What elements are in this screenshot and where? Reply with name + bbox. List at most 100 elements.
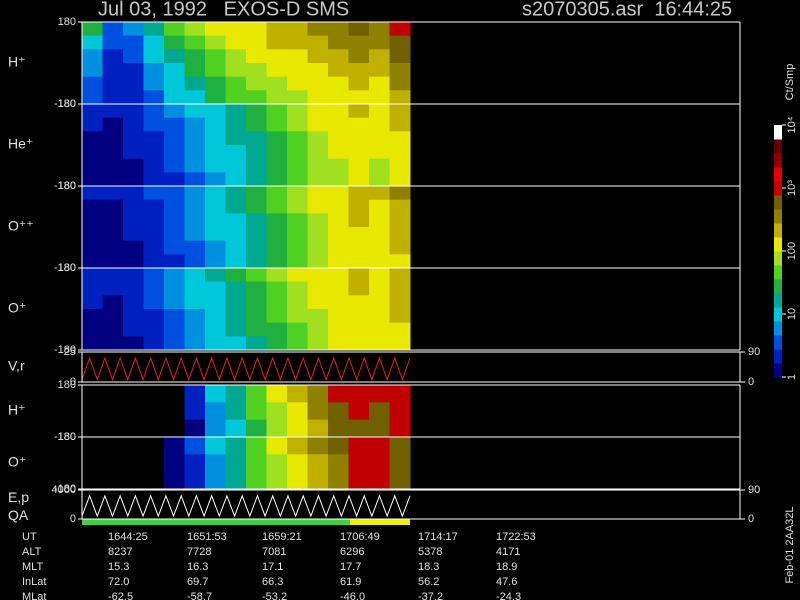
heatmap-cell [205,254,226,269]
heatmap-cell [348,35,370,50]
heatmap-cell [164,281,185,296]
heatmap-cell [164,186,185,201]
heatmap-cell [266,385,288,403]
heatmap-cell [184,240,206,255]
heatmap-cell [348,322,370,337]
heatmap-cell [246,385,267,403]
heatmap-cell [369,336,390,351]
heatmap-cell [389,145,411,160]
panel-sublabel: QA [8,507,29,523]
heatmap-cell [123,322,144,337]
heatmap-cell [143,309,165,324]
heatmap-cell [82,199,103,214]
heatmap-cell [164,322,185,337]
heatmap-cell [225,419,247,438]
heatmap-cell [123,117,144,132]
heatmap-cell [328,240,349,255]
colorbar-tick-label: 10³ [786,180,798,196]
table-cell: -37.2 [418,591,443,600]
heatmap-cell [82,63,103,78]
heatmap-cell [82,131,103,146]
heatmap-cell [102,131,124,146]
heatmap-cell [348,76,370,91]
heatmap-cell [328,49,349,64]
table-cell: 7728 [187,546,211,558]
heatmap-cell [287,186,308,201]
heatmap-cell [369,213,390,228]
heatmap-cell [389,336,411,351]
heatmap-cell [348,186,370,201]
heatmap-cell [184,131,206,146]
heatmap-cell [184,90,206,105]
heatmap-cell [389,309,411,324]
heatmap-cell [246,322,267,337]
heatmap-cell [328,322,349,337]
y-tick-label: -180 [54,262,76,274]
heatmap-cell [184,172,206,187]
heatmap-cell [287,268,308,283]
heatmap-cell [369,419,390,438]
heatmap-cell [123,49,144,64]
heatmap-cell [164,227,185,242]
heatmap-cell [369,104,390,119]
heatmap-cell [348,90,370,105]
data-line [81,356,411,382]
heatmap-cell [82,158,103,173]
heatmap-cell [287,90,308,105]
colorbar-tick-label: 100 [786,242,798,260]
chart-subtitle: s2070305.asr 16:44:25 [522,0,732,20]
table-cell: 8237 [108,546,132,558]
heatmap-cell [82,268,103,283]
heatmap-cell [164,172,185,187]
y-tick-label: 180 [58,180,76,192]
heatmap-cell [266,240,288,255]
heatmap-cell [205,240,226,255]
heatmap-cell [328,90,349,105]
heatmap-cell [307,49,329,64]
heatmap-cell [266,117,288,132]
heatmap-cell [287,76,308,91]
heatmap-cell [287,22,308,37]
table-cell: 61.9 [340,576,361,588]
heatmap-cell [102,281,124,296]
heatmap-cell [266,419,288,438]
heatmap-cell [287,35,308,50]
heatmap-cell [143,227,165,242]
heatmap-cell [123,309,144,324]
heatmap-cell [225,35,247,50]
heatmap-cell [389,199,411,214]
heatmap-cell [102,268,124,283]
heatmap-cell [266,295,288,310]
heatmap-cell [205,199,226,214]
heatmap-cell [348,49,370,64]
heatmap-cell [307,35,329,50]
y-tick-label: 180 [58,431,76,443]
table-cell: -46.0 [340,591,365,600]
heatmap-cell [205,227,226,242]
heatmap-cell [389,131,411,146]
heatmap-cell [184,104,206,119]
heatmap-cell [266,49,288,64]
heatmap-cell [348,240,370,255]
heatmap-cell [287,295,308,310]
heatmap-cell [82,117,103,132]
heatmap-cell [102,90,124,105]
heatmap-cell [184,117,206,132]
heatmap-cell [348,437,370,455]
heatmap-cell [246,295,267,310]
heatmap-cell [205,268,226,283]
heatmap-cell [328,309,349,324]
heatmap-cell [389,49,411,64]
heatmap-cell [184,158,206,173]
heatmap-cell [143,104,165,119]
heatmap-cell [82,240,103,255]
table-cell: 5378 [418,546,442,558]
heatmap-cell [369,22,390,37]
qa-bar [82,519,350,525]
heatmap-cell [225,22,247,37]
heatmap-cell [287,158,308,173]
heatmap-cell [143,63,165,78]
heatmap-cell [369,281,390,296]
y2-tick-label: 0 [748,513,754,525]
heatmap-cell [184,402,206,421]
